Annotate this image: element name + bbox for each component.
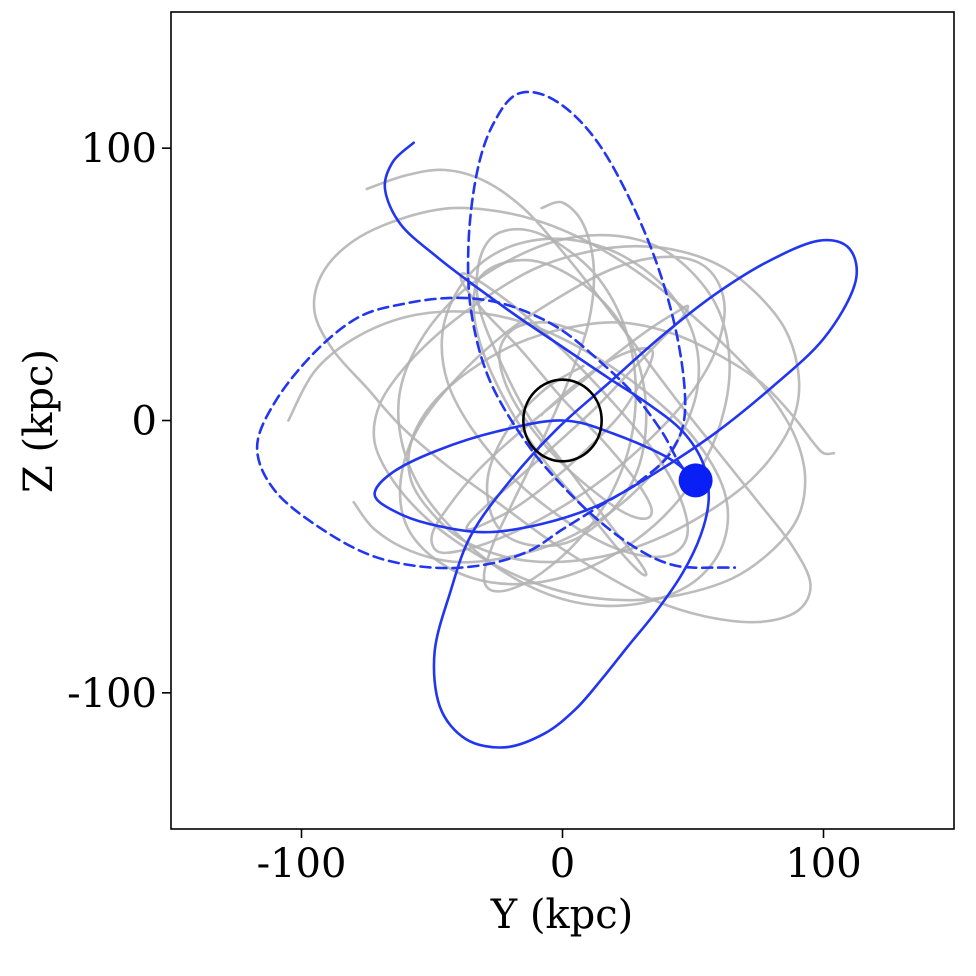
x-tick-label-0: -100 xyxy=(257,841,347,887)
y-tick-label-2: 100 xyxy=(81,126,157,172)
orbits-layer xyxy=(255,90,859,749)
future-orbit-dashed xyxy=(255,90,737,570)
sample-orbit-2 xyxy=(312,168,836,624)
sample-orbit-5 xyxy=(352,237,701,564)
x-axis-label: Y (kpc) xyxy=(490,892,634,938)
current-position-marker xyxy=(678,463,713,498)
sample-orbit-4 xyxy=(472,200,648,593)
x-tick-label-1: 0 xyxy=(550,841,575,887)
y-tick-label-0: -100 xyxy=(67,671,157,717)
ticks-layer: -100 0 100 -100 0 100 xyxy=(67,126,862,887)
sample-orbit-3 xyxy=(287,233,731,608)
reference-circle xyxy=(522,378,603,463)
y-axis-label: Z (kpc) xyxy=(16,349,62,493)
y-tick-label-1: 0 xyxy=(132,399,157,445)
x-tick-label-2: 100 xyxy=(785,841,861,887)
marker-layer xyxy=(678,463,713,498)
